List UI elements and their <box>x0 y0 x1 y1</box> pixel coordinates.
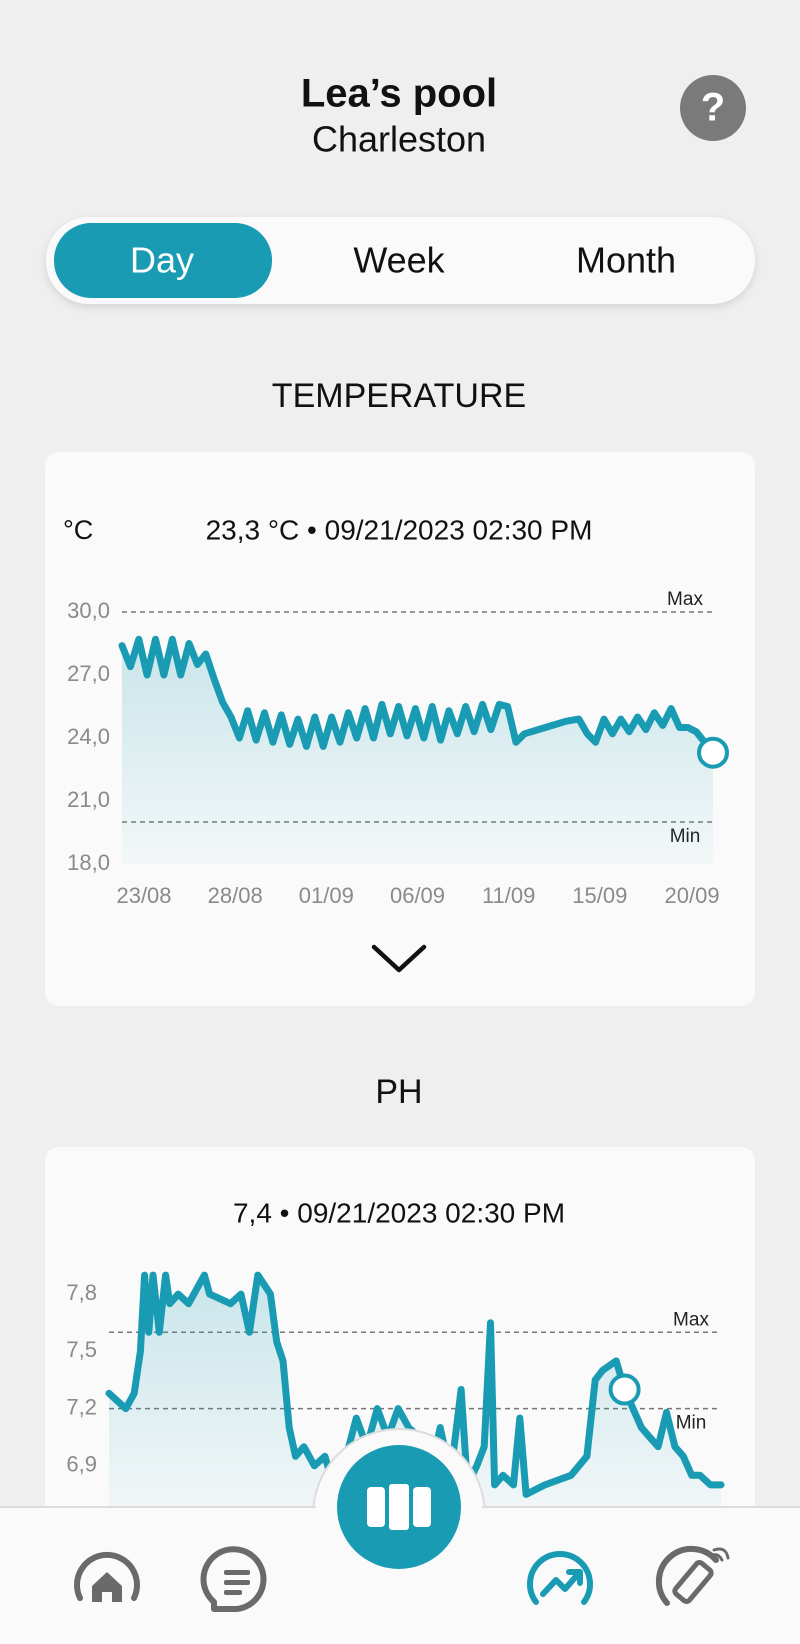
y-tick-label: 18,0 <box>67 850 110 875</box>
threshold-label: Min <box>676 1413 707 1434</box>
tab[interactable]: Day <box>54 223 272 298</box>
chart: TEMPERATURE °C 23,3 °C • 09/21/2023 02:30 … <box>63 377 720 908</box>
nav-charts[interactable] <box>527 1551 593 1605</box>
pool-location: Charleston <box>312 119 486 160</box>
readout: 7,4 • 09/21/2023 02:30 PM <box>233 1197 565 1228</box>
selected-point <box>697 736 729 769</box>
chat-ring[interactable] <box>200 1546 267 1612</box>
unit-label: °C <box>63 515 93 545</box>
y-tick-label: 7,8 <box>66 1280 97 1305</box>
tab-label[interactable]: Day <box>130 240 194 281</box>
x-tick-label: 11/09 <box>482 883 535 908</box>
remote-ring[interactable] <box>655 1545 719 1606</box>
device-icon[interactable] <box>367 1487 385 1527</box>
charts-icon[interactable] <box>540 1569 583 1597</box>
chat-line[interactable] <box>224 1570 250 1575</box>
x-tick-label: 28/08 <box>208 883 263 908</box>
remote-signal[interactable] <box>708 1547 730 1562</box>
help-button[interactable]: ? <box>680 75 746 141</box>
nav-messages[interactable] <box>200 1546 267 1612</box>
y-tick-label: 30,0 <box>67 598 110 623</box>
x-tick-label: 01/09 <box>299 883 354 908</box>
help-icon[interactable]: ? <box>701 86 725 130</box>
x-tick-label: 15/09 <box>572 883 627 908</box>
area <box>122 639 713 864</box>
tab[interactable]: Week <box>353 240 445 281</box>
device-icon[interactable] <box>413 1487 431 1527</box>
expand-chevron[interactable] <box>371 944 427 973</box>
x-tick-label: 23/08 <box>116 883 171 908</box>
y-tick-label: 7,5 <box>66 1337 97 1362</box>
chart-title: TEMPERATURE <box>272 377 526 415</box>
home-icon[interactable] <box>92 1572 122 1602</box>
device-icon[interactable] <box>389 1484 409 1530</box>
chat-line[interactable] <box>224 1580 250 1585</box>
tab[interactable]: Month <box>576 240 676 281</box>
y-tick-label: 24,0 <box>67 724 110 749</box>
x-tick-label: 20/09 <box>665 883 720 908</box>
x-tick-label: 06/09 <box>390 883 445 908</box>
y-tick-label: 21,0 <box>67 787 110 812</box>
nav-device[interactable] <box>337 1445 461 1569</box>
help-circle[interactable] <box>680 75 746 141</box>
tab-label[interactable]: Week <box>353 240 445 281</box>
readout: 23,3 °C • 09/21/2023 02:30 PM <box>206 514 593 545</box>
nav-remote[interactable] <box>655 1545 730 1606</box>
remote-icon[interactable] <box>672 1560 714 1604</box>
pool-title: Lea’s pool <box>301 72 497 116</box>
area <box>109 1275 721 1523</box>
y-tick-label: 27,0 <box>67 661 110 686</box>
chat-line[interactable] <box>224 1590 242 1595</box>
threshold-label: Max <box>667 589 703 610</box>
chart-title: PH <box>375 1073 422 1111</box>
home-ring[interactable] <box>74 1552 140 1601</box>
y-tick-label: 7,2 <box>66 1394 97 1419</box>
selected-point <box>608 1373 641 1406</box>
data-line <box>118 635 717 757</box>
nav-home[interactable] <box>74 1552 140 1602</box>
tab-active[interactable] <box>54 223 272 298</box>
bottom-nav <box>0 1428 800 1644</box>
tab-label[interactable]: Month <box>576 240 676 281</box>
charts-ring[interactable] <box>527 1551 593 1605</box>
y-tick-label: 6,9 <box>66 1452 97 1477</box>
threshold-label: Max <box>673 1309 709 1330</box>
